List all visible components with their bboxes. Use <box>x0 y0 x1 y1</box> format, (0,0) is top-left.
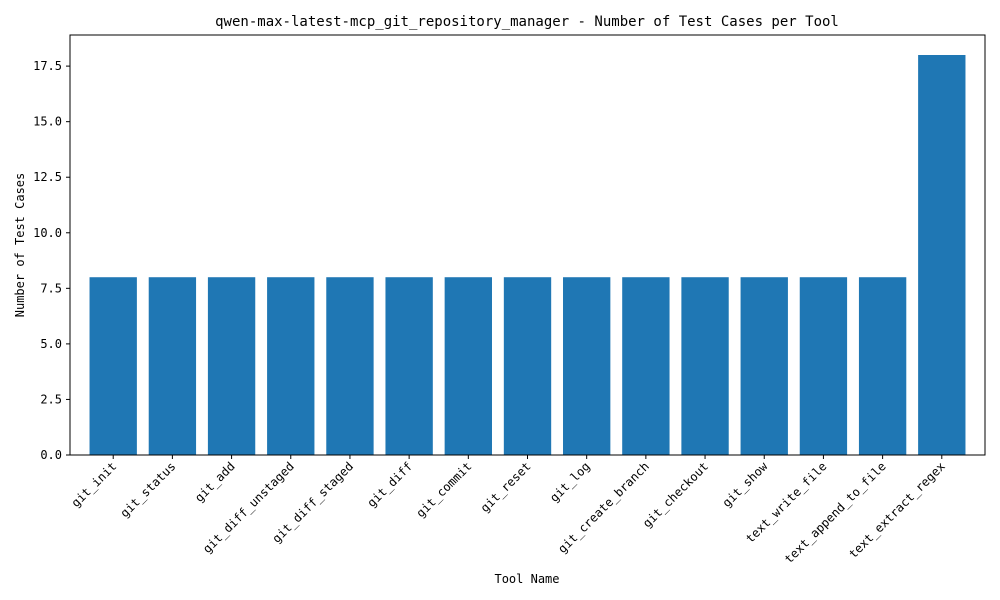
bar-git-diff <box>385 277 433 455</box>
y-tick-label: 12.5 <box>33 170 62 184</box>
bar-text-append-to-file <box>858 277 907 455</box>
y-tick-label: 17.5 <box>33 59 62 73</box>
bar-git-diff-staged <box>326 277 374 455</box>
bar-text-write-file <box>799 277 848 455</box>
bar-git-reset <box>503 277 552 455</box>
y-tick-label: 15.0 <box>33 115 62 129</box>
bar-git-checkout <box>681 277 729 455</box>
y-tick-label: 0.0 <box>40 448 62 462</box>
bar-git-log <box>563 277 611 455</box>
plot-frame <box>69 34 986 456</box>
y-tick-label: 10.0 <box>33 226 62 240</box>
bar-git-create-branch <box>622 277 670 455</box>
bar-series <box>89 55 966 455</box>
y-axis: 0.0 2.5 5.0 7.5 10.0 12.5 15.0 17.5 <box>33 59 70 462</box>
bar-git-add <box>207 277 256 455</box>
bar-git-status <box>148 277 197 455</box>
y-tick-label: 2.5 <box>40 392 62 406</box>
y-tick-label: 7.5 <box>40 281 62 295</box>
bar-git-show <box>740 277 788 455</box>
bar-git-diff-unstaged <box>267 277 315 455</box>
chart-title: qwen-max-latest-mcp_git_repository_manag… <box>215 14 839 30</box>
x-axis-label: Tool Name <box>494 572 559 586</box>
bar-git-commit <box>444 277 492 455</box>
y-axis-label: Number of Test Cases <box>13 173 27 318</box>
y-tick-label: 5.0 <box>40 337 62 351</box>
bar-git-init <box>89 277 137 455</box>
bar-text-extract-regex <box>918 55 966 455</box>
